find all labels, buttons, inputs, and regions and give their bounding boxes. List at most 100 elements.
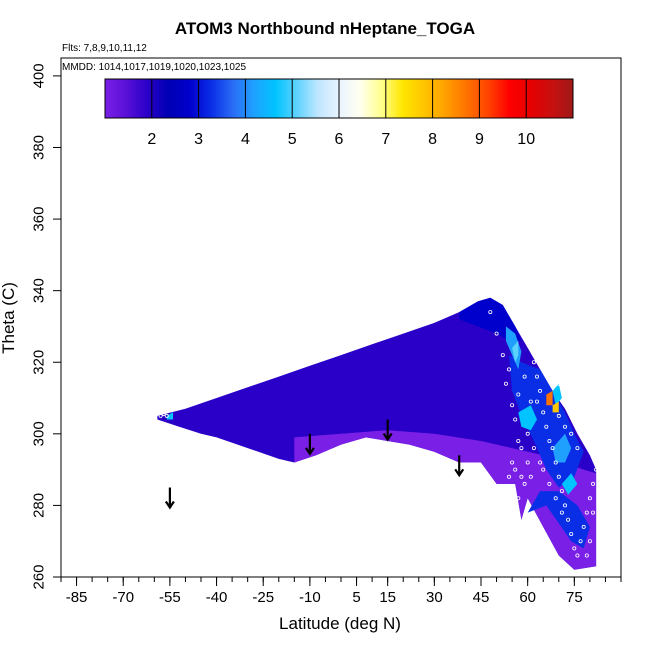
sample-point	[584, 510, 589, 515]
x-tick-label: -25	[252, 589, 274, 606]
y-tick-label: 260	[31, 564, 48, 589]
sample-point	[569, 532, 574, 537]
sample-point	[591, 481, 596, 486]
sample-point	[572, 546, 577, 551]
y-tick-label: 340	[31, 278, 48, 303]
x-tick-label: 5	[352, 589, 360, 606]
sample-point	[559, 510, 564, 515]
sample-point	[550, 367, 555, 372]
field-region-4	[527, 491, 590, 549]
x-tick-label: -55	[159, 589, 181, 606]
data-arrow-2	[382, 419, 393, 442]
sample-point	[516, 438, 521, 443]
field-region-2	[459, 297, 522, 341]
sample-point	[161, 412, 166, 417]
sample-point	[500, 353, 505, 358]
y-tick-label: 400	[31, 63, 48, 88]
chart-title: ATOM3 Northbound nHeptane_TOGA	[174, 19, 476, 38]
dates-note: MMDD: 1014,1017,1019,1020,1023,1025	[62, 62, 247, 73]
colorbar-tick-label: 2	[147, 131, 156, 148]
sample-point	[550, 446, 555, 451]
y-axis-title: Theta (C)	[0, 282, 18, 354]
sample-point	[556, 381, 561, 386]
sample-point	[535, 374, 540, 379]
sample-point	[506, 474, 511, 479]
y-tick-label: 280	[31, 493, 48, 518]
sample-point	[516, 496, 521, 501]
sample-point	[581, 524, 586, 529]
sample-point	[578, 539, 583, 544]
y-tick-label: 320	[31, 350, 48, 375]
sample-point	[563, 424, 568, 429]
sample-point	[494, 331, 499, 336]
sample-point	[587, 539, 592, 544]
sample-point	[510, 460, 515, 465]
sample-point	[575, 553, 580, 558]
field-region-13	[166, 412, 173, 420]
sample-point	[485, 292, 490, 297]
sample-point	[569, 431, 574, 436]
flights-note: Flts: 7,8,9,10,11,12	[62, 43, 147, 54]
sample-point	[541, 410, 546, 415]
x-tick-label: 45	[473, 589, 490, 606]
sample-point	[513, 417, 518, 422]
sample-point	[547, 438, 552, 443]
sample-point	[525, 460, 530, 465]
data-arrow-1	[304, 433, 315, 456]
sample-point	[538, 460, 543, 465]
x-tick-label: -70	[112, 589, 134, 606]
x-tick-label: 30	[426, 589, 443, 606]
colorbar-tick-label: 9	[475, 131, 484, 148]
field-region-9	[552, 433, 572, 463]
colorbar-tick-label: 8	[428, 131, 437, 148]
y-tick-label: 360	[31, 207, 48, 232]
colorbar-tick-label: 5	[288, 131, 297, 148]
sample-point	[519, 474, 524, 479]
sample-point	[513, 467, 518, 472]
sample-point	[556, 413, 561, 418]
sample-point	[158, 413, 163, 418]
x-tick-label: 15	[379, 589, 396, 606]
colorbar-tick-label: 10	[517, 131, 535, 148]
sample-point	[556, 474, 561, 479]
sample-point	[538, 388, 543, 393]
sample-point	[510, 403, 515, 408]
sample-point	[522, 481, 527, 486]
x-tick-label: -10	[299, 589, 321, 606]
sample-point	[544, 353, 549, 358]
data-arrow-3	[454, 455, 465, 478]
colorbar-tick-label: 4	[241, 131, 250, 148]
sample-point	[575, 446, 580, 451]
sample-point	[535, 399, 540, 404]
field-region-10	[561, 473, 578, 495]
sample-point	[522, 374, 527, 379]
sample-point	[587, 496, 592, 501]
sample-point	[531, 360, 536, 365]
sample-point	[547, 481, 552, 486]
x-axis-title: Latitude (deg N)	[279, 614, 401, 633]
sample-point	[164, 413, 169, 418]
x-tick-label: -40	[206, 589, 228, 606]
field-region-8	[552, 383, 562, 406]
sample-point	[488, 310, 493, 315]
y-tick-label: 300	[31, 421, 48, 446]
sample-point	[525, 431, 530, 436]
x-tick-label: 75	[566, 589, 583, 606]
field-region-1	[294, 430, 597, 570]
sample-point	[553, 496, 558, 501]
sample-point	[544, 424, 549, 429]
field-region-12	[552, 401, 559, 413]
x-tick-label: -85	[66, 589, 88, 606]
field-region-6	[512, 340, 519, 363]
sample-point	[553, 460, 558, 465]
sample-point	[541, 467, 546, 472]
sample-point	[531, 446, 536, 451]
colorbar-tick-label: 6	[335, 131, 344, 148]
sample-point	[503, 381, 508, 386]
sample-point	[584, 553, 589, 558]
sample-point	[506, 367, 511, 372]
sample-point	[528, 474, 533, 479]
sample-point	[594, 467, 599, 472]
